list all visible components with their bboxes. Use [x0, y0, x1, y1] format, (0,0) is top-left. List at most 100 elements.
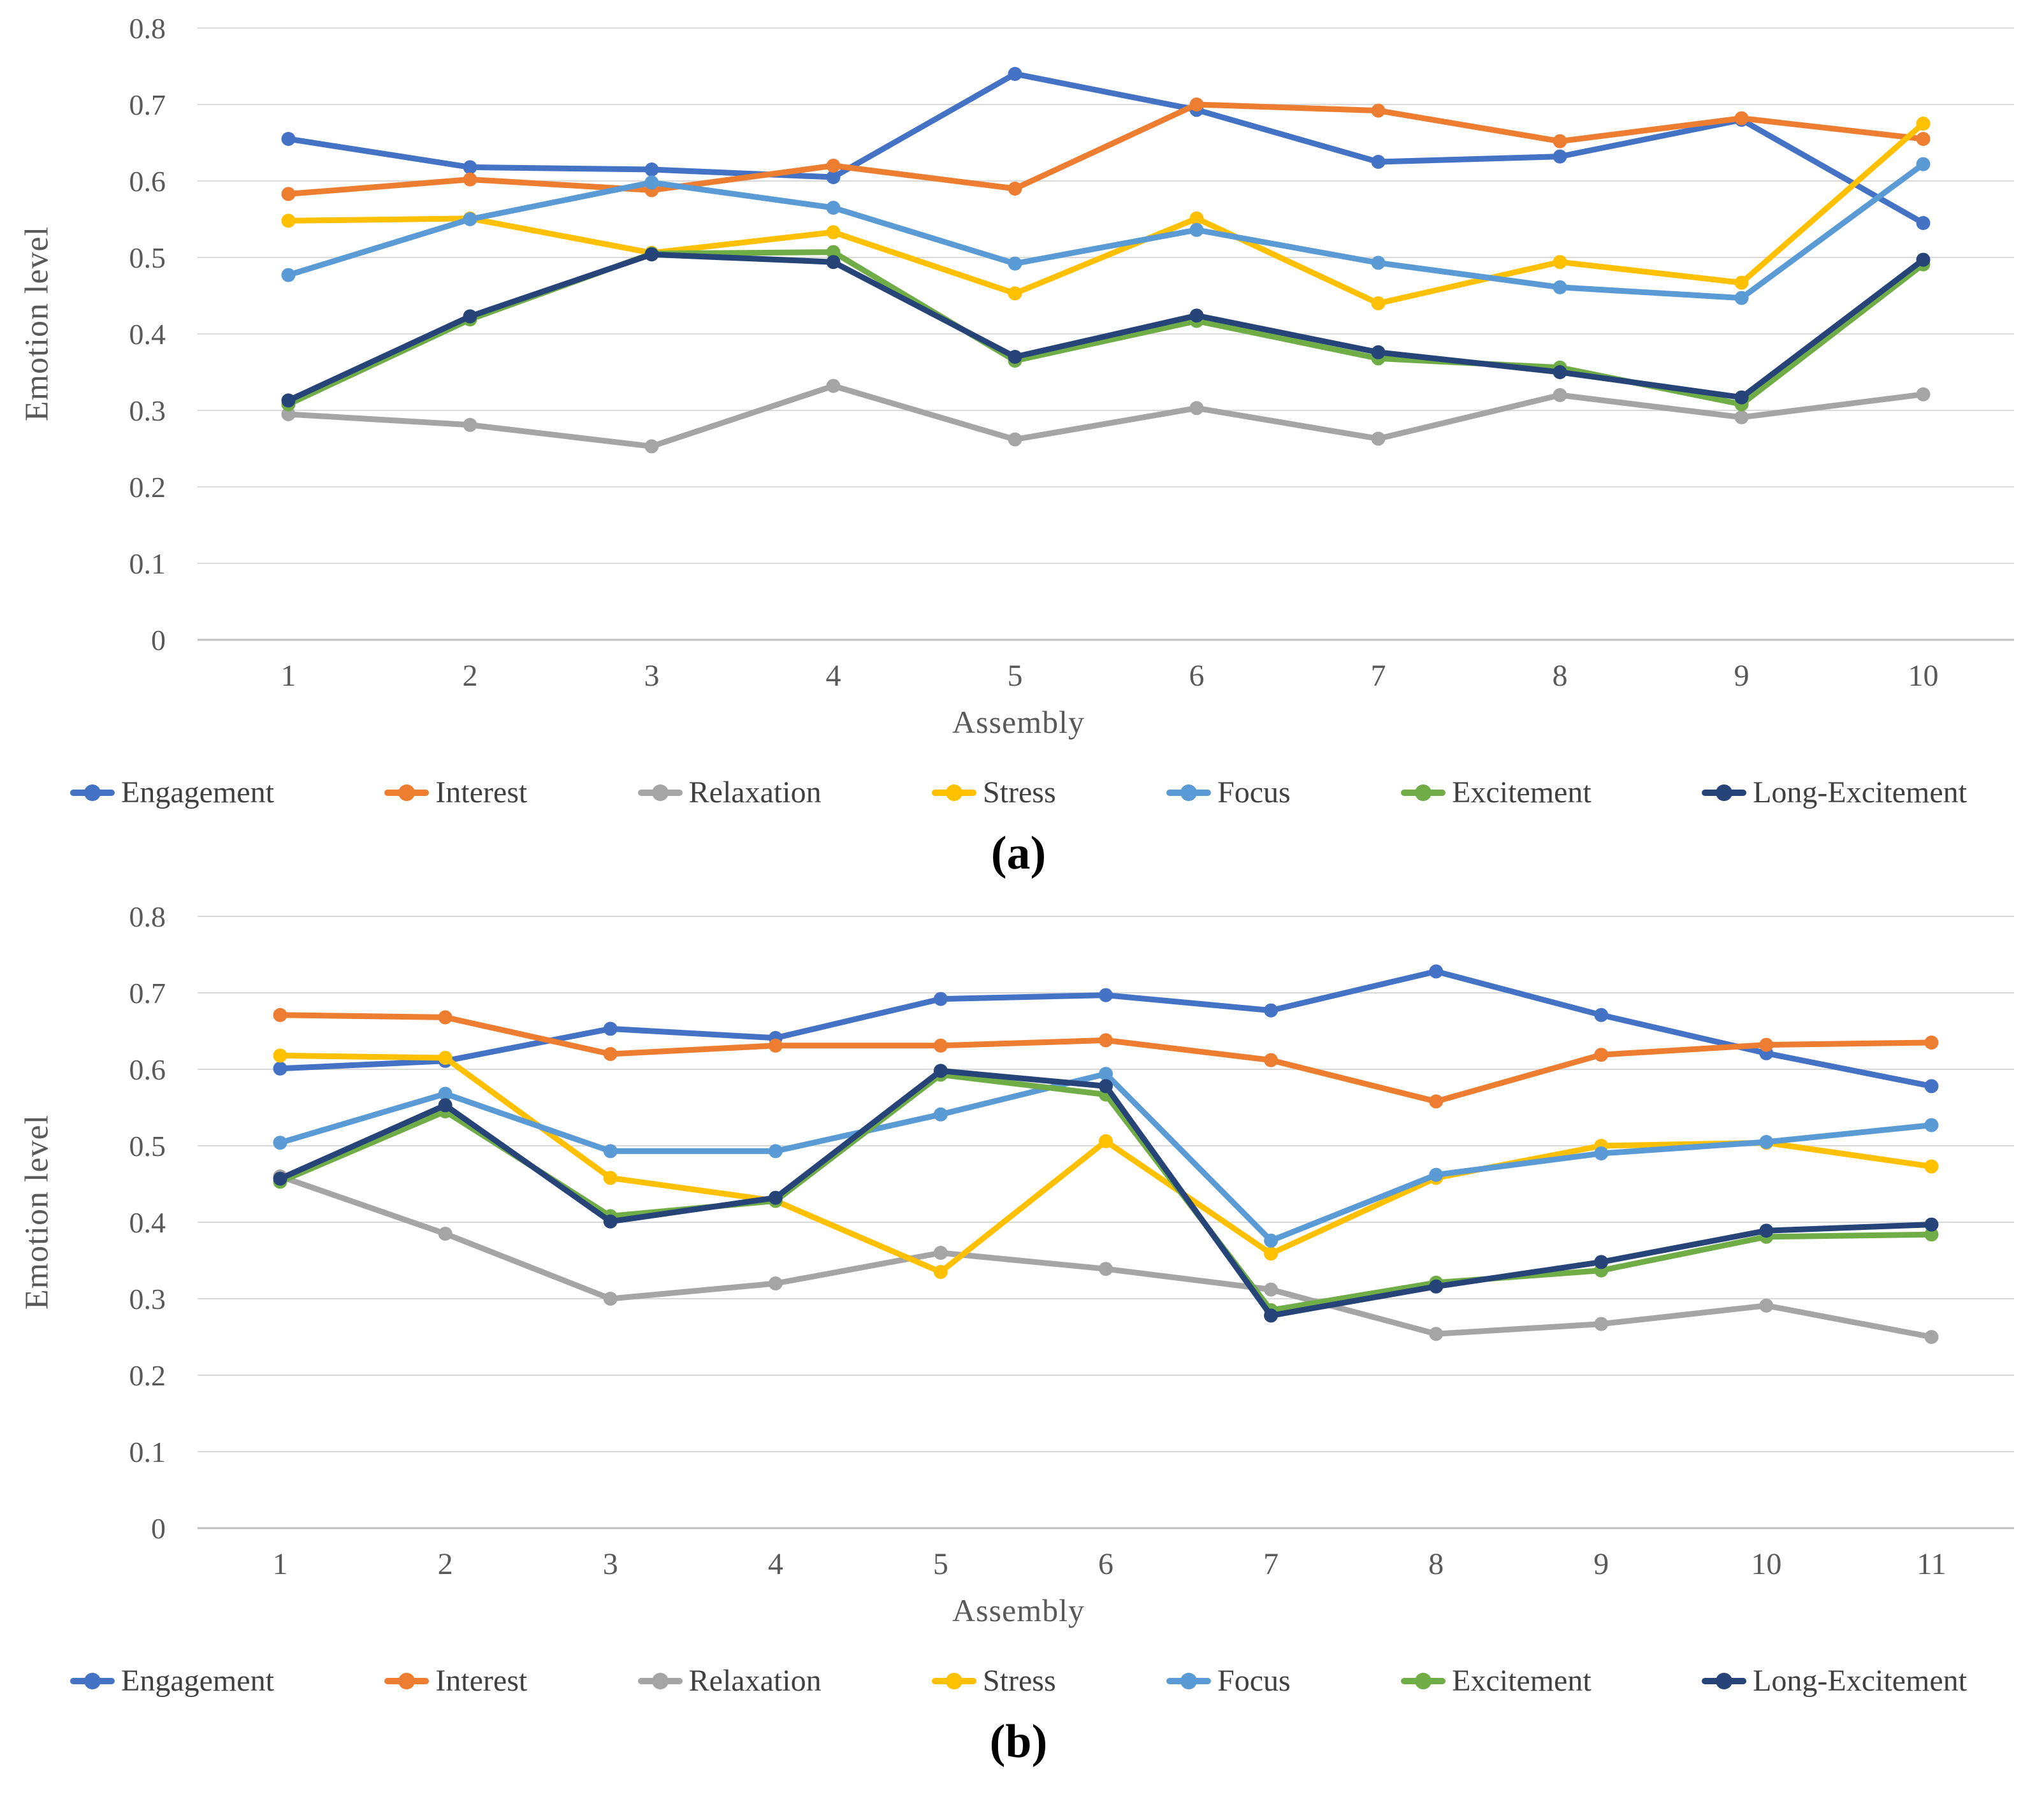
data-point-relaxation: [1759, 1298, 1774, 1313]
data-point-long-excitement: [1924, 1217, 1939, 1232]
data-point-stress: [1008, 286, 1022, 301]
legend-marker-icon: [931, 784, 976, 801]
data-point-interest: [603, 1047, 618, 1061]
legend-marker-icon: [384, 1672, 430, 1689]
data-point-relaxation: [826, 379, 841, 393]
legend-marker-icon: [1401, 784, 1446, 801]
y-axis-title-b: Emotion level: [18, 1114, 55, 1310]
y-tick-label: 0.4: [129, 318, 166, 350]
legend-label-focus: Focus: [1217, 1664, 1291, 1698]
legend-marker-icon: [1166, 784, 1212, 801]
caption-a: (a): [990, 827, 1047, 879]
data-point-long-excitement: [281, 393, 296, 408]
legend-marker-icon: [1702, 784, 1747, 801]
data-point-interest: [281, 187, 296, 201]
legend-marker-icon: [70, 784, 115, 801]
x-tick-label: 8: [1553, 659, 1568, 693]
data-point-long-excitement: [1553, 365, 1567, 379]
caption-b: (b): [989, 1715, 1048, 1768]
x-tick-label: 3: [603, 1547, 618, 1581]
legend-dot-icon: [651, 784, 669, 801]
data-point-focus: [1264, 1233, 1279, 1248]
legend-label-excitement: Excitement: [1452, 1664, 1591, 1698]
legend-label-relaxation: Relaxation: [688, 776, 822, 809]
legend-dot-icon: [651, 1672, 669, 1689]
legend-item-interest: Interest: [384, 1663, 527, 1698]
y-tick-label: 0.6: [129, 1053, 166, 1086]
legend-label-stress: Stress: [982, 1664, 1056, 1698]
plot-area-b: Emotion level 0 0.1 0.2 0.3 0.4 0.5 0.6 0.7 0.8 1…: [0, 893, 2037, 1588]
y-tick-label: 0.1: [129, 1436, 166, 1468]
data-point-focus: [1594, 1146, 1609, 1160]
x-tick-label: 2: [463, 659, 478, 693]
data-point-engagement: [463, 160, 477, 175]
legend-marker-icon: [637, 1672, 683, 1689]
data-point-long-excitement: [1264, 1308, 1279, 1323]
x-tick-label: 9: [1734, 659, 1750, 693]
data-point-relaxation: [1734, 410, 1749, 424]
series-line-focus: [286, 161, 1926, 301]
data-point-focus: [1371, 256, 1386, 270]
x-tick-label: 6: [1189, 659, 1205, 693]
x-tick-label: 7: [1371, 659, 1386, 693]
data-point-relaxation: [1099, 1262, 1113, 1276]
data-point-focus: [1924, 1118, 1939, 1132]
legend-item-engagement: Engagement: [70, 775, 274, 810]
y-tick-label: 0.4: [129, 1206, 166, 1239]
chart-block-a: Emotion level 0 0.1 0.2 0.3 0.4 0.5 0.6 0.7 0.8 1…: [0, 5, 2037, 881]
legend-label-interest: Interest: [435, 1664, 528, 1698]
data-point-long-excitement: [1734, 390, 1749, 405]
legend-label-engagement: Engagement: [121, 1664, 274, 1698]
data-point-engagement: [1008, 67, 1022, 81]
data-point-engagement: [603, 1022, 618, 1036]
data-point-long-excitement: [1189, 308, 1204, 323]
y-tick-label: 0.8: [129, 12, 166, 45]
legend-dot-icon: [398, 1672, 416, 1689]
data-point-interest: [1594, 1048, 1609, 1062]
data-point-long-excitement: [1759, 1224, 1774, 1238]
data-point-relaxation: [281, 407, 296, 421]
data-point-stress: [1371, 296, 1386, 310]
legend-b: Engagement Interest Relaxation Stress Focus E…: [0, 1663, 2037, 1698]
y-tick-label: 0.3: [129, 1283, 166, 1315]
series-line-stress: [286, 120, 1926, 307]
legend-item-relaxation: Relaxation: [637, 1663, 822, 1698]
data-point-interest: [438, 1010, 453, 1025]
data-point-relaxation: [1371, 431, 1386, 446]
data-point-engagement: [1553, 149, 1567, 164]
data-point-focus: [281, 268, 296, 282]
data-point-stress: [1734, 275, 1749, 290]
legend-marker-icon: [1702, 1672, 1747, 1689]
data-point-interest: [1553, 134, 1567, 148]
data-point-interest: [463, 172, 477, 187]
y-tick-label: 0.1: [129, 547, 166, 580]
data-point-relaxation: [1264, 1282, 1279, 1297]
legend-item-long-excitement: Long-Excitement: [1702, 1663, 1967, 1698]
legend-dot-icon: [945, 784, 962, 801]
legend-item-focus: Focus: [1166, 1663, 1291, 1698]
x-tick-label: 4: [768, 1547, 783, 1581]
data-point-relaxation: [1189, 401, 1204, 415]
legend-label-focus: Focus: [1217, 776, 1291, 809]
data-point-engagement: [1924, 1079, 1939, 1094]
data-point-engagement: [644, 162, 659, 177]
legend-dot-icon: [398, 784, 416, 801]
data-point-stress: [603, 1171, 618, 1185]
y-tick-label: 0.2: [129, 471, 166, 503]
data-point-engagement: [1099, 988, 1113, 1002]
x-tick-label: 8: [1428, 1547, 1444, 1581]
legend-item-excitement: Excitement: [1401, 1663, 1591, 1698]
data-point-interest: [1099, 1033, 1113, 1048]
legend-item-excitement: Excitement: [1401, 775, 1591, 810]
data-point-focus: [933, 1107, 948, 1122]
y-tick-label: 0.6: [129, 165, 166, 198]
data-point-relaxation: [1429, 1327, 1444, 1341]
data-point-long-excitement: [1008, 350, 1022, 364]
legend-item-relaxation: Relaxation: [637, 775, 822, 810]
data-point-interest: [1189, 98, 1204, 112]
series-line-interest: [286, 101, 1926, 197]
data-point-focus: [1099, 1067, 1113, 1081]
series-line-long-excitement: [277, 1067, 1934, 1318]
data-point-focus: [438, 1087, 453, 1101]
plot-area-a: Emotion level 0 0.1 0.2 0.3 0.4 0.5 0.6 0.7 0.8 1…: [0, 5, 2037, 700]
